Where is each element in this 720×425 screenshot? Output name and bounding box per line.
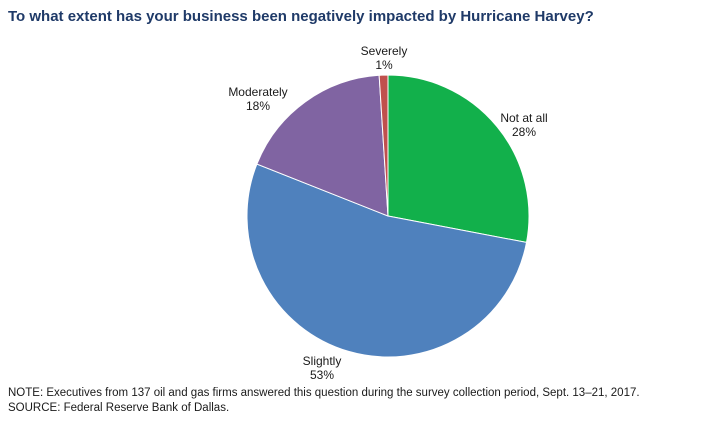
slice-value-moderately: 18% [246, 99, 270, 113]
note-text: NOTE: Executives from 137 oil and gas fi… [8, 387, 640, 399]
source-text: SOURCE: Federal Reserve Bank of Dallas. [8, 402, 230, 414]
pie-slice-severely [378, 74, 389, 217]
chart-notes: NOTE: Executives from 137 oil and gas fi… [8, 386, 640, 416]
slice-label-moderately: Moderately [228, 85, 287, 99]
pie-slice-moderately [256, 74, 389, 217]
pie-slice-slightly [246, 163, 528, 358]
chart-title: To what extent has your business been ne… [8, 8, 594, 25]
slice-label-severely: Severely [361, 44, 408, 58]
slice-label-slightly: Slightly [303, 354, 342, 368]
slice-value-slightly: 53% [310, 368, 334, 382]
slice-value-not-at-all: 28% [512, 125, 536, 139]
pie-slices [246, 74, 530, 358]
slice-label-not-at-all: Not at all [500, 111, 547, 125]
pie-slice-not-at-all [387, 74, 530, 244]
slice-value-severely: 1% [375, 58, 393, 72]
